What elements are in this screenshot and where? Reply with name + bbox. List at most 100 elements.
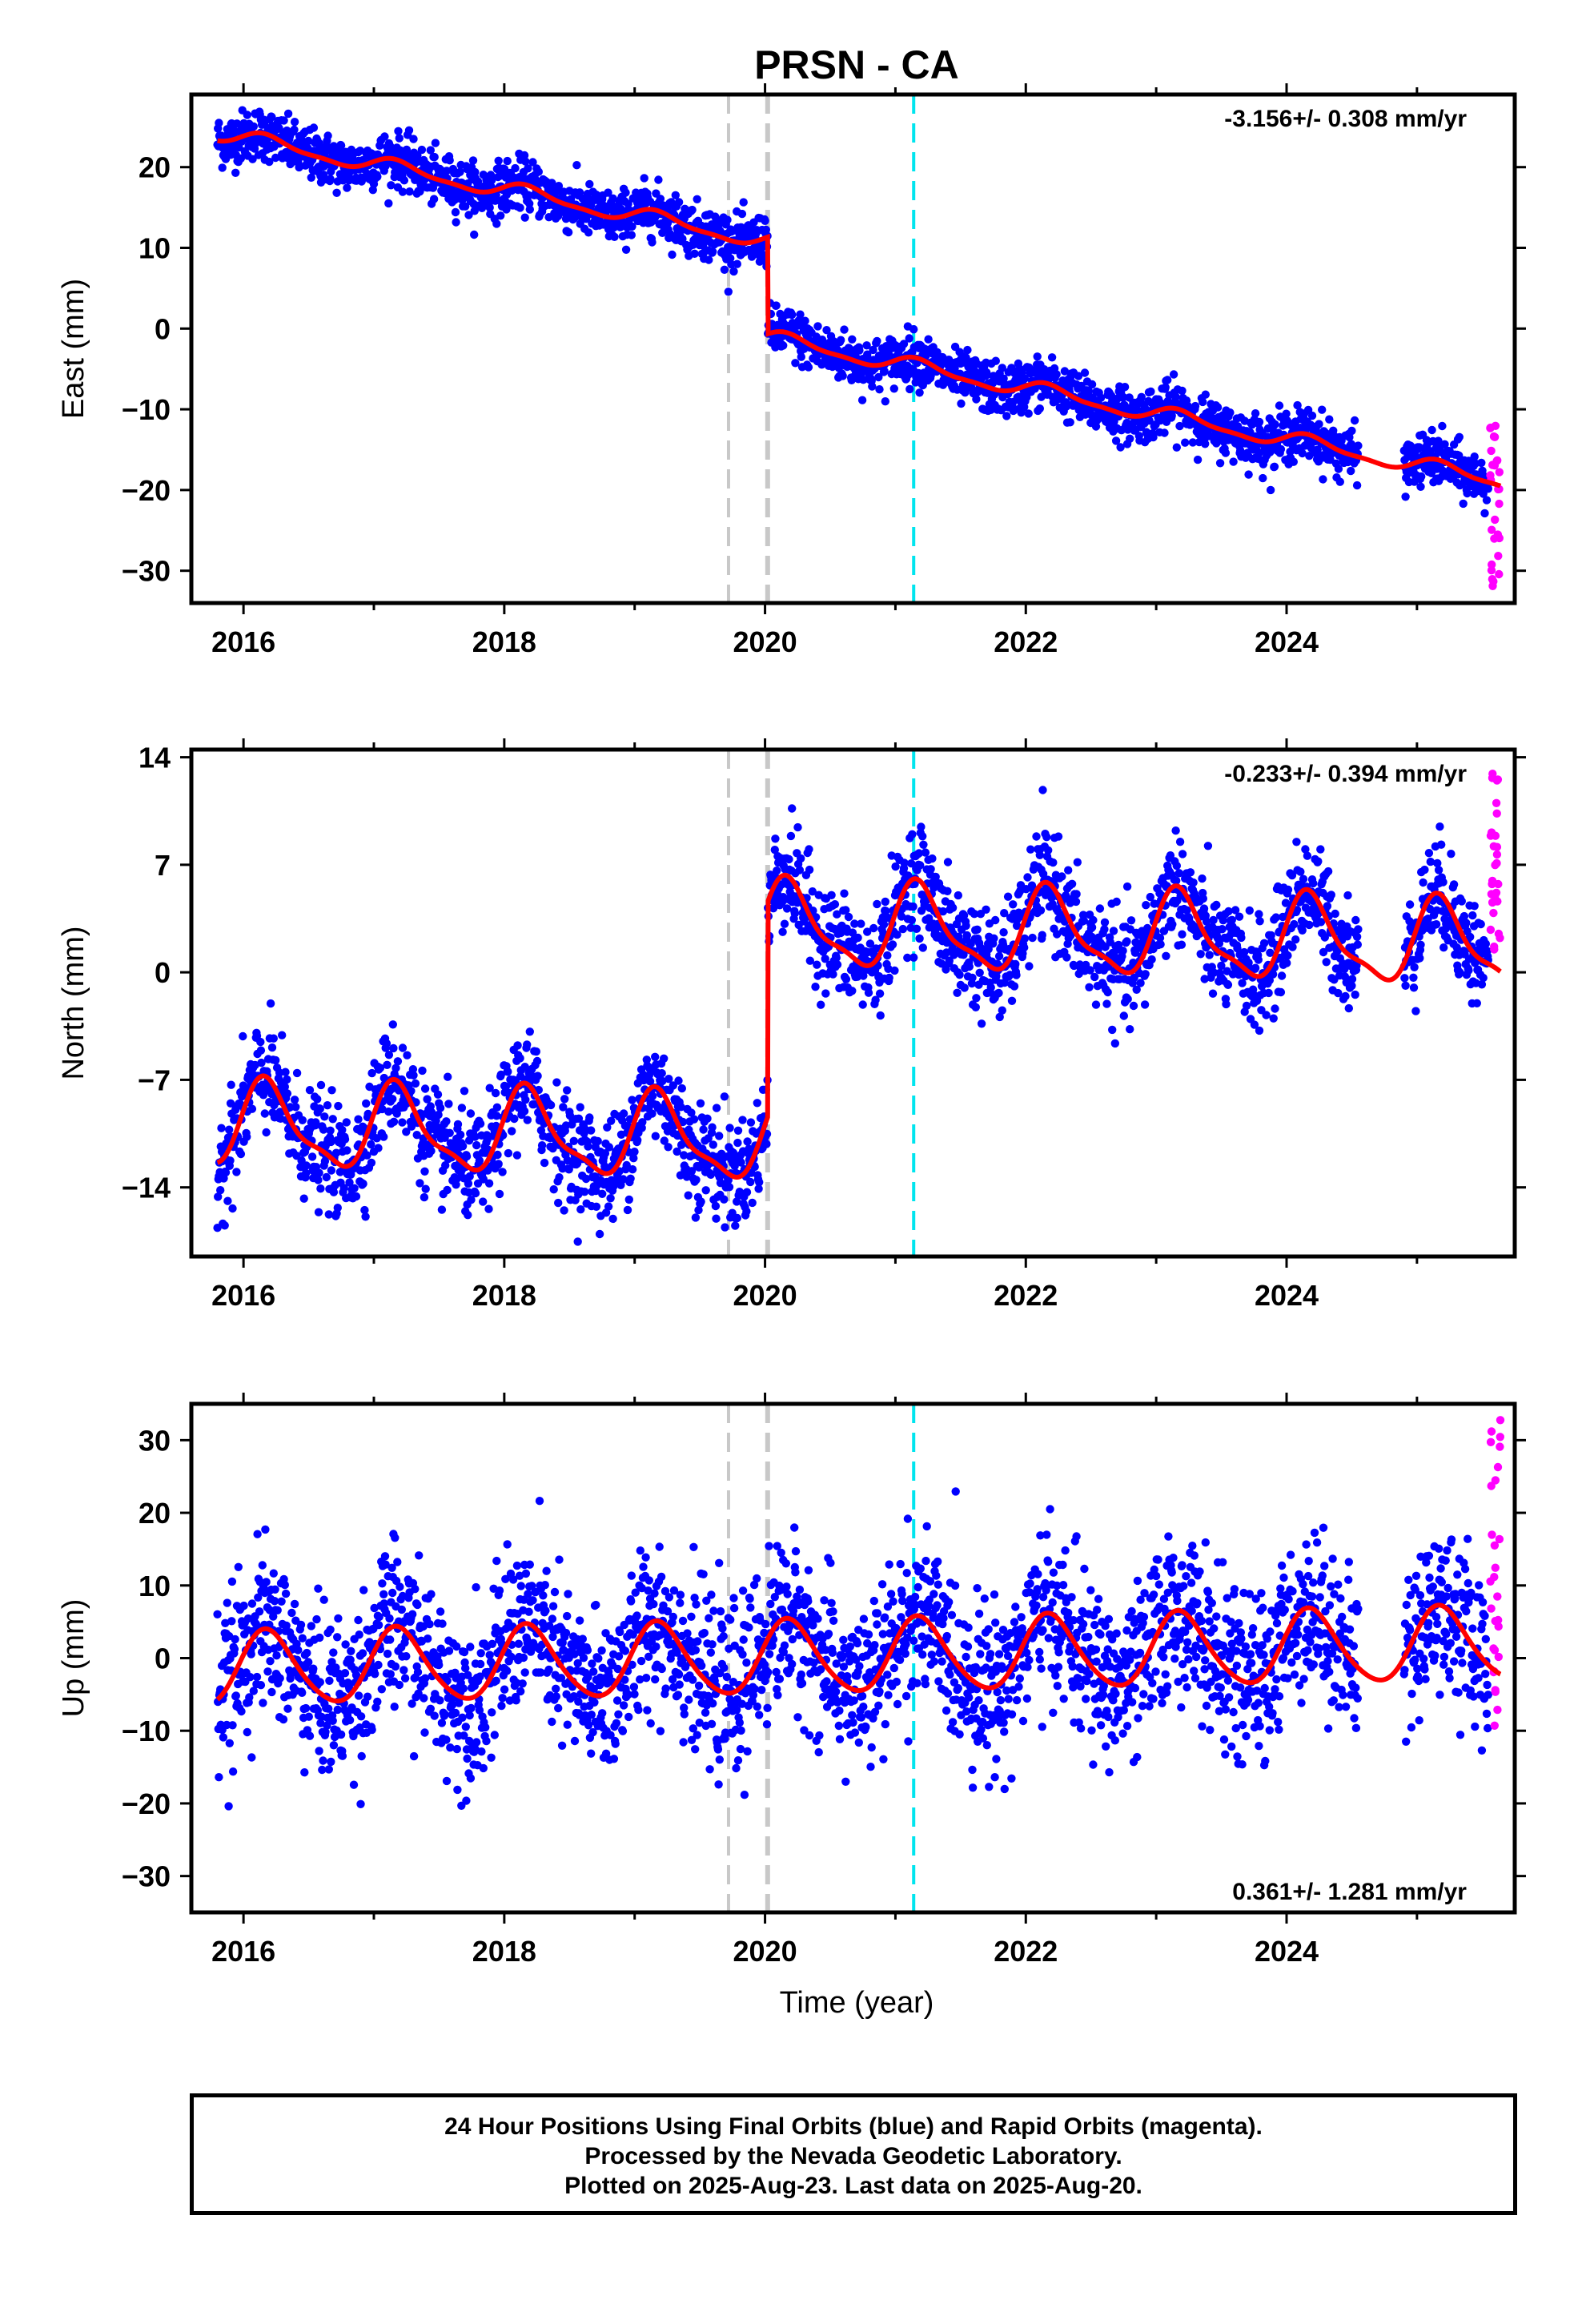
data-point (1351, 990, 1359, 999)
data-point (778, 927, 787, 936)
data-point (354, 1115, 363, 1124)
data-point (379, 1132, 388, 1141)
data-point (1141, 970, 1150, 979)
data-point (231, 168, 240, 177)
data-point (336, 141, 346, 150)
data-point (1292, 838, 1301, 846)
data-point (720, 1092, 729, 1101)
data-point (1085, 983, 1094, 992)
data-point (256, 1037, 265, 1047)
data-point (1062, 953, 1071, 962)
data-point (1288, 943, 1297, 951)
data-point (271, 153, 280, 163)
data-point (420, 1167, 429, 1176)
data-point (458, 1142, 468, 1151)
data-point (953, 988, 962, 998)
data-point (1477, 458, 1486, 468)
data-point (1277, 971, 1287, 980)
data-point (417, 145, 427, 155)
data-point (1334, 464, 1343, 473)
data-point (1314, 857, 1323, 866)
y-tick-label: −20 (122, 474, 171, 507)
data-point (1223, 980, 1233, 990)
data-point (442, 167, 452, 175)
data-point (610, 232, 619, 241)
data-point (753, 1099, 761, 1108)
data-point (1073, 858, 1082, 866)
data-point (1201, 440, 1210, 448)
data-point (1259, 473, 1267, 483)
data-point (1484, 485, 1493, 493)
data-point (909, 902, 917, 911)
data-point (1071, 897, 1081, 907)
data-point (1318, 405, 1327, 414)
data-point (1434, 436, 1443, 445)
data-point (1415, 954, 1424, 963)
data-point (1270, 462, 1279, 471)
data-point (216, 1186, 225, 1195)
data-point (462, 1152, 472, 1161)
data-point (651, 1132, 660, 1140)
data-point (584, 1142, 592, 1151)
plot-area (213, 94, 1504, 603)
data-point (436, 1104, 445, 1112)
data-point (1415, 443, 1423, 452)
data-point (1188, 438, 1198, 447)
data-point (524, 191, 533, 199)
data-point (712, 1104, 721, 1112)
data-point (1020, 374, 1030, 383)
data-point (326, 175, 335, 183)
data-point (573, 1237, 582, 1246)
rate-label: -3.156+/- 0.308 mm/yr (1224, 106, 1467, 132)
data-point (576, 1103, 584, 1112)
series-rapid-orbits (1486, 421, 1504, 590)
data-point (738, 1260, 746, 1268)
data-point (720, 1195, 729, 1204)
data-point (554, 182, 564, 191)
data-point (291, 1103, 300, 1112)
data-point (788, 310, 797, 320)
data-point (1010, 982, 1019, 991)
data-point (827, 891, 836, 900)
data-point (328, 1115, 337, 1124)
data-point (797, 352, 805, 361)
data-point (484, 1204, 493, 1213)
data-point (990, 934, 998, 943)
data-point (648, 1092, 657, 1100)
data-point (1259, 939, 1269, 948)
data-point (1416, 482, 1425, 491)
data-point (720, 265, 729, 274)
data-point (283, 1089, 292, 1098)
data-point (674, 198, 684, 207)
data-point (523, 1116, 532, 1124)
data-point (1123, 995, 1132, 1003)
data-point (1352, 480, 1362, 490)
data-point (821, 989, 830, 998)
data-point (1199, 894, 1208, 903)
data-point (747, 252, 757, 261)
data-point (909, 953, 918, 962)
data-point (928, 854, 937, 863)
data-point (875, 989, 885, 998)
data-point (592, 191, 601, 199)
data-point (1091, 1000, 1101, 1009)
data-point (1343, 891, 1352, 900)
data-point (697, 1197, 705, 1206)
data-point (857, 396, 867, 404)
data-point (457, 1104, 467, 1112)
data-point (1026, 845, 1035, 854)
data-point (1322, 958, 1331, 967)
data-point (512, 1151, 522, 1160)
data-point (1353, 940, 1363, 949)
data-point (888, 940, 897, 949)
data-point (972, 994, 981, 1003)
data-point (804, 363, 813, 372)
data-point (907, 915, 917, 925)
data-point (1255, 1026, 1264, 1035)
data-point (746, 1118, 756, 1127)
data-point (883, 951, 892, 960)
rapid-point (1493, 456, 1502, 465)
data-point (423, 1095, 432, 1104)
data-point (1162, 951, 1170, 961)
data-point (220, 1221, 229, 1230)
